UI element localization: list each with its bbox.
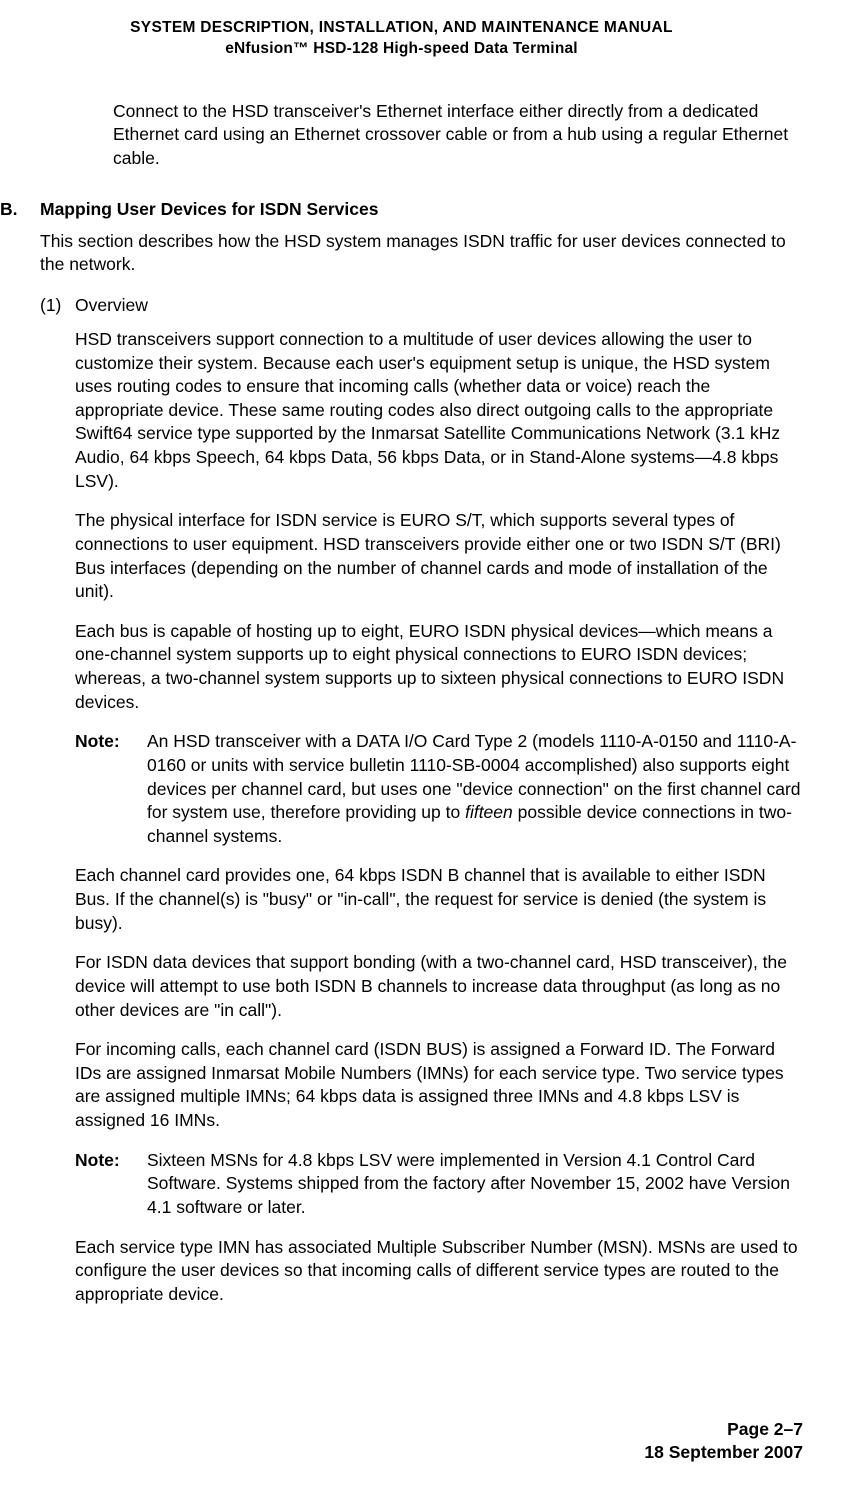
note-block: Note: An HSD transceiver with a DATA I/O… [75, 730, 803, 848]
body-paragraph: Each bus is capable of hosting up to eig… [75, 620, 803, 715]
document-content: Connect to the HSD transceiver's Etherne… [0, 100, 803, 1307]
note-label: Note: [75, 730, 147, 848]
header-manual-title: SYSTEM DESCRIPTION, INSTALLATION, AND MA… [40, 18, 763, 39]
section-intro-paragraph: This section describes how the HSD syste… [40, 230, 803, 277]
body-paragraph: HSD transceivers support connection to a… [75, 328, 803, 493]
note-content: Sixteen MSNs for 4.8 kbps LSV were imple… [147, 1149, 803, 1220]
section-letter: B. [0, 199, 40, 220]
section-heading-row: B. Mapping User Devices for ISDN Service… [0, 199, 803, 220]
note-text-italic: fifteen [465, 802, 513, 822]
subsection-heading: Overview [75, 295, 148, 316]
body-paragraph: The physical interface for ISDN service … [75, 509, 803, 604]
note-block: Note: Sixteen MSNs for 4.8 kbps LSV were… [75, 1149, 803, 1220]
body-paragraph: Each channel card provides one, 64 kbps … [75, 864, 803, 935]
subsection-heading-row: (1) Overview [40, 295, 803, 316]
body-paragraph: For incoming calls, each channel card (I… [75, 1038, 803, 1133]
footer-date: 18 September 2007 [644, 1441, 803, 1465]
document-header: SYSTEM DESCRIPTION, INSTALLATION, AND MA… [0, 18, 803, 60]
note-content: An HSD transceiver with a DATA I/O Card … [147, 730, 803, 848]
note-label: Note: [75, 1149, 147, 1220]
body-paragraph: Each service type IMN has associated Mul… [75, 1236, 803, 1307]
header-product-name: eNfusion™ HSD-128 High-speed Data Termin… [40, 39, 763, 60]
body-paragraph: For ISDN data devices that support bondi… [75, 951, 803, 1022]
subsection-number: (1) [40, 295, 75, 316]
document-footer: Page 2–7 18 September 2007 [644, 1418, 803, 1465]
intro-paragraph: Connect to the HSD transceiver's Etherne… [113, 100, 803, 171]
section-heading: Mapping User Devices for ISDN Services [40, 199, 378, 220]
footer-page-number: Page 2–7 [644, 1418, 803, 1442]
